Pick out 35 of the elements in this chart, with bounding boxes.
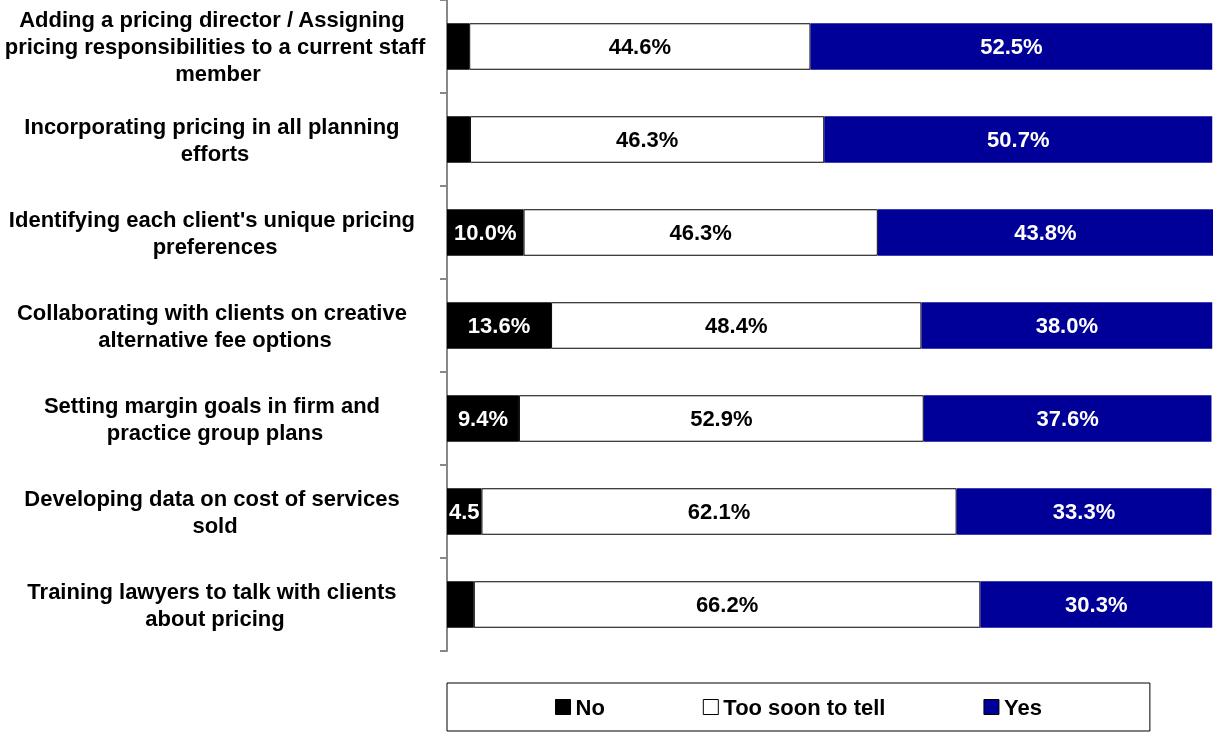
legend-label: Yes (1003, 694, 1042, 720)
legend-label: No (575, 694, 605, 720)
bar (980, 581, 1213, 628)
data-label: 50.7% (987, 127, 1050, 152)
data-label: 37.6% (1036, 406, 1099, 431)
data-label: 38.0% (1035, 313, 1099, 338)
data-label: 48.4% (705, 313, 768, 338)
y-tick-label: Incorporating pricing in all planning efforts (24, 113, 406, 166)
bar (810, 23, 1213, 70)
legend-label: Too soon to tell (723, 694, 886, 720)
data-label: 62.1% (687, 499, 751, 524)
data-label: 52.9% (690, 406, 753, 431)
data-label: 44.6% (608, 34, 672, 59)
data-label: 13.6% (467, 313, 531, 338)
bar (824, 116, 1213, 163)
data-label: 43.8% (1014, 220, 1077, 245)
data-label: 46.3% (669, 220, 732, 245)
data-label: 4.5 (448, 499, 480, 524)
data-label: 46.3% (615, 127, 679, 152)
y-tick-label: Developing data on cost of services sold (24, 485, 406, 538)
y-tick-label: Adding a pricing director / Assigning pricing responsibilities to a current staff member (4, 7, 426, 86)
data-label: 52.5% (980, 34, 1043, 59)
y-tick-label: Training lawyers to talk with clients about pricing (27, 578, 403, 631)
data-label: 66.2% (695, 592, 759, 617)
y-tick-label: Setting margin goals in firm and practice group plans (43, 392, 387, 445)
y-tick-label: Identifying each client's unique pricing preferences (8, 206, 422, 259)
data-label: 30.3% (1065, 592, 1128, 617)
bar (877, 209, 1213, 256)
data-label: 10.0% (454, 220, 517, 245)
bar (921, 302, 1213, 349)
bar (923, 395, 1212, 442)
data-label: 9.4% (457, 406, 509, 431)
bar (956, 488, 1212, 535)
data-label: 33.3% (1052, 499, 1116, 524)
y-tick-label: Collaborating with clients on creative alternative fee options (16, 299, 414, 352)
